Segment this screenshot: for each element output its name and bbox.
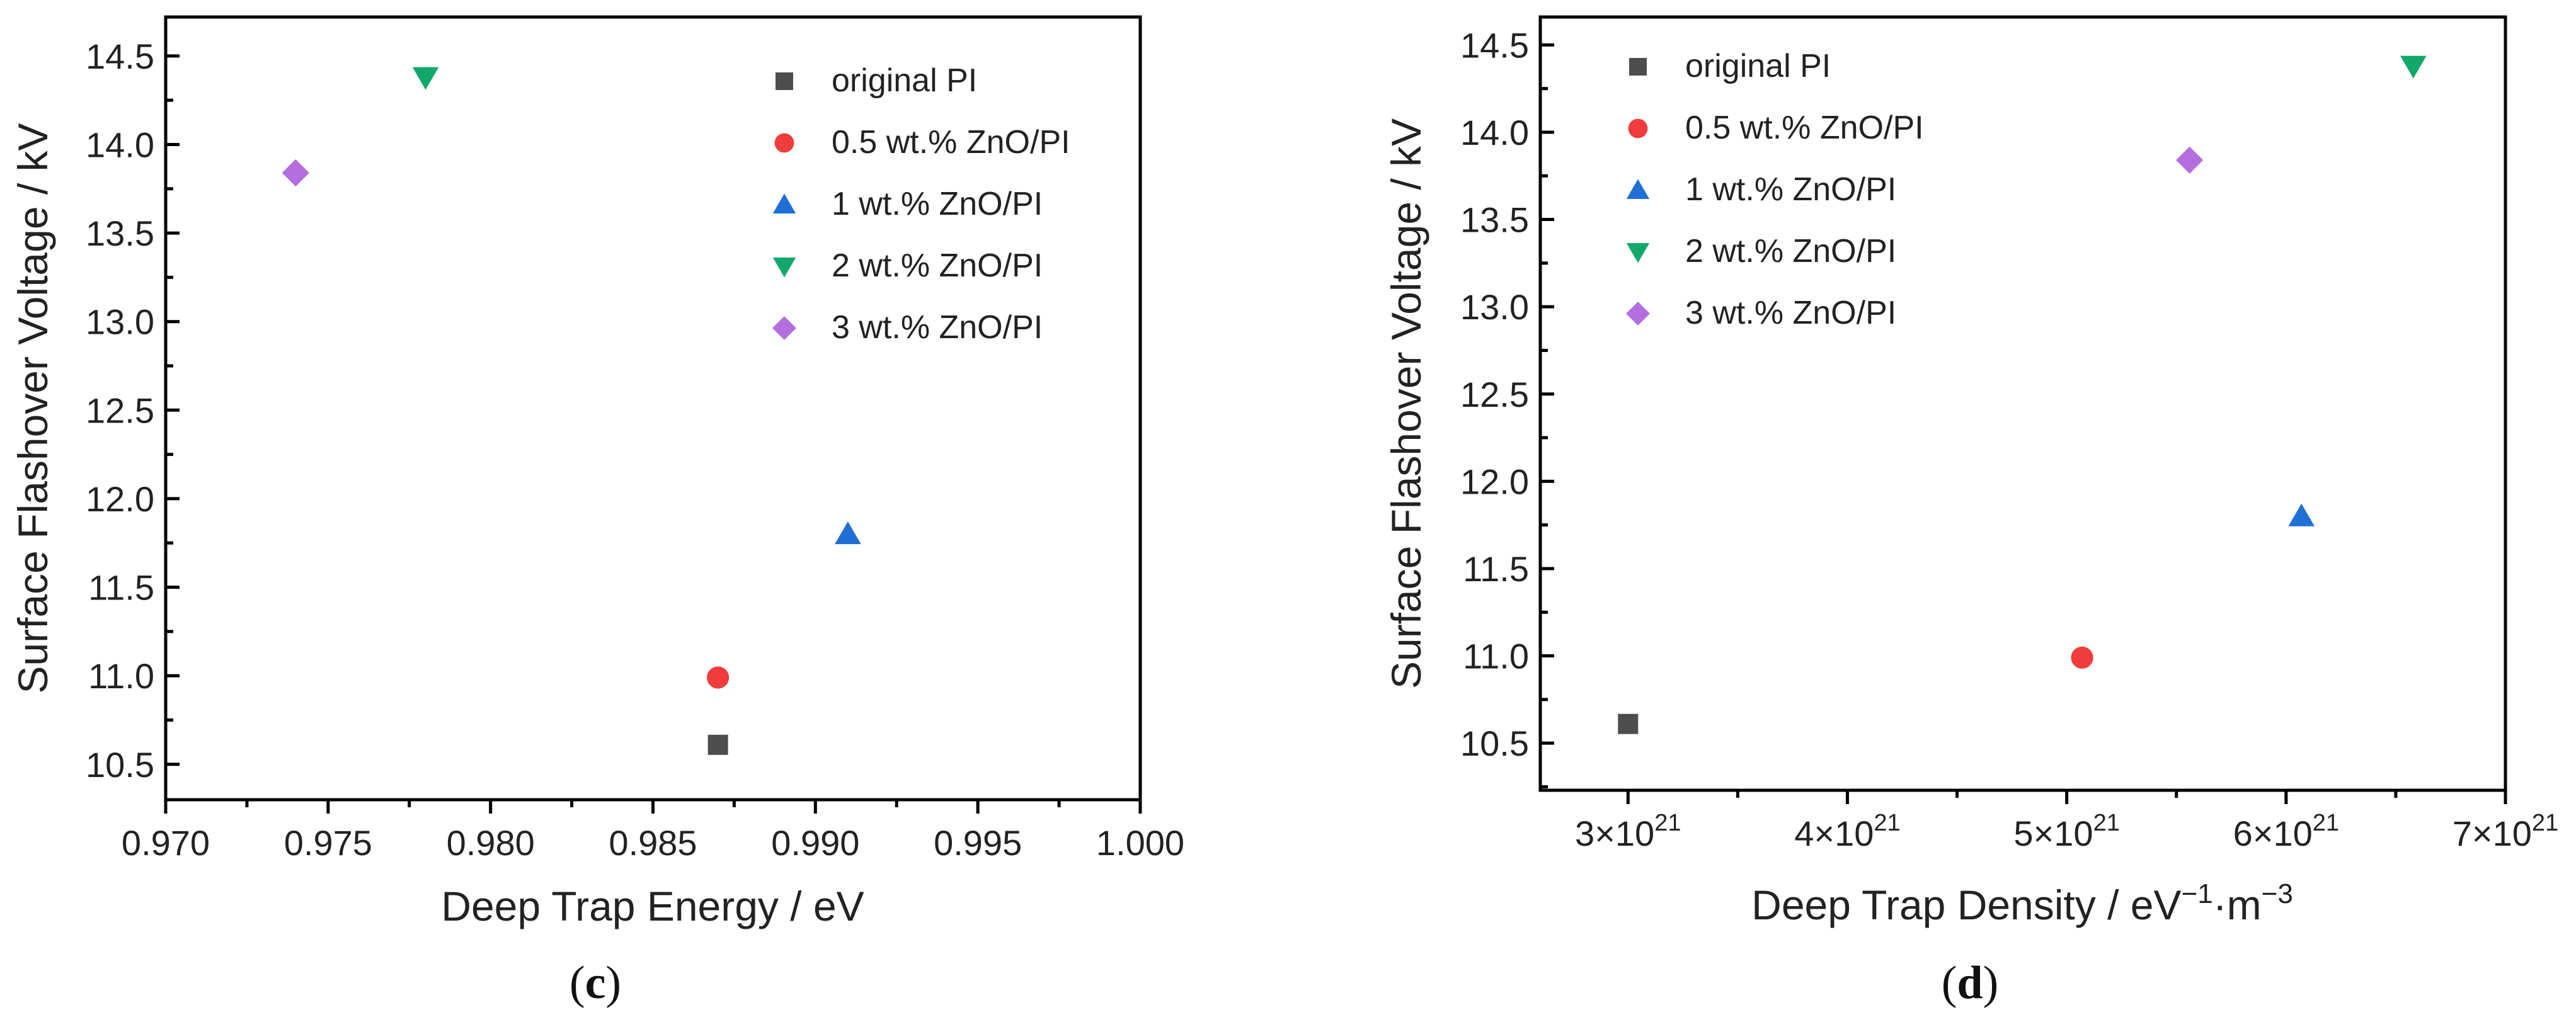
y-tick-label: 11.0 (88, 656, 154, 696)
x-tick-label: 7×1021 (2453, 810, 2558, 853)
y-tick-label: 13.5 (1460, 200, 1529, 240)
data-point (412, 67, 439, 90)
plot-frame (1538, 15, 2507, 792)
data-point (707, 666, 730, 689)
y-tick-label: 13.0 (86, 302, 154, 342)
x-tick-label: 0.995 (934, 823, 1022, 863)
data-point (2176, 146, 2204, 174)
x-tick-label: 0.970 (122, 823, 210, 863)
legend-label: 3 wt.% ZnO/PI (1685, 295, 1896, 331)
y-tick-label: 12.0 (1460, 462, 1529, 501)
legend-marker (772, 316, 796, 340)
y-tick-label: 14.0 (86, 125, 154, 164)
legend-marker (1626, 302, 1650, 326)
legend-marker (772, 258, 796, 278)
data-point (2071, 646, 2093, 669)
x-tick-label: 0.990 (771, 823, 859, 863)
y-tick-label: 12.5 (86, 390, 154, 430)
legend-marker (1626, 179, 1650, 199)
x-tick-exponent: 21 (2093, 810, 2120, 836)
legend-marker (1626, 243, 1650, 263)
data-point (2400, 55, 2427, 79)
data-point (707, 734, 728, 755)
legend-label: 2 wt.% ZnO/PI (832, 247, 1043, 284)
x-tick-exponent: 21 (2532, 810, 2558, 836)
legend-label: 0.5 wt.% ZnO/PI (832, 124, 1070, 161)
legend-marker (772, 193, 796, 213)
legend-marker (1629, 58, 1647, 76)
panel-d-chart: 10.5 11.0 11.5 12.0 12.5 13.0 13.5 14.0 14.5 3×10… (1383, 15, 2558, 928)
legend-marker (1628, 118, 1648, 139)
legend-marker (776, 72, 793, 90)
y-axis-label: Surface Flashover Voltage / kV (1383, 118, 1429, 689)
x-tick-label: 6×1021 (2233, 810, 2339, 853)
x-tick-label: 5×1021 (2013, 810, 2119, 853)
data-point (2288, 503, 2315, 526)
x-axis-label: Deep Trap Energy / eV (441, 883, 864, 929)
legend-label: 0.5 wt.% ZnO/PI (1685, 110, 1924, 146)
x-tick-base: 6×10 (2233, 814, 2313, 853)
y-tick-label: 11.5 (1463, 549, 1529, 589)
y-tick-label: 14.5 (86, 37, 154, 76)
caption-c: (c) (570, 957, 621, 1009)
panel-c-chart: 10.5 11.0 11.5 12.0 12.5 13.0 13.5 14.0 14.5 0.97… (9, 15, 1184, 929)
legend: original PI 0.5 wt.% ZnO/PI 1 wt.% ZnO/PI 2… (1626, 48, 1924, 331)
y-tick-label: 12.5 (1460, 375, 1529, 414)
caption-d: (d) (1942, 957, 1998, 1009)
x-tick-exponent: 21 (2313, 810, 2339, 836)
y-tick-label: 12.0 (86, 479, 154, 519)
legend-label: 2 wt.% ZnO/PI (1685, 233, 1896, 270)
y-tick-label: 11.5 (88, 568, 154, 608)
data-point (835, 521, 861, 545)
x-tick-label: 3×1021 (1575, 810, 1681, 853)
x-axis-label-main: Deep Trap Density / eV (1751, 882, 2181, 928)
x-tick-label: 0.980 (447, 823, 535, 863)
legend-label: original PI (1685, 48, 1831, 84)
data-point (282, 159, 309, 187)
y-tick-label: 13.5 (86, 213, 154, 253)
y-tick-label: 13.0 (1460, 287, 1529, 327)
x-tick-exponent: 21 (1874, 810, 1900, 836)
y-tick-label: 11.0 (1463, 637, 1529, 676)
x-axis-label: Deep Trap Density / eV−1·m−3 (1751, 878, 2293, 928)
x-tick-label: 1.000 (1096, 823, 1184, 863)
legend-label: original PI (832, 62, 977, 99)
y-axis-label: Surface Flashover Voltage / kV (9, 123, 56, 693)
y-tick-label: 10.5 (1460, 724, 1529, 763)
x-tick-label: 4×1021 (1794, 810, 1900, 853)
y-tick-label: 14.0 (1460, 113, 1529, 152)
x-tick-base: 5×10 (2013, 814, 2093, 853)
legend-label: 1 wt.% ZnO/PI (1685, 171, 1896, 208)
y-tick-label: 10.5 (86, 745, 154, 785)
legend-label: 1 wt.% ZnO/PI (832, 186, 1043, 222)
x-axis-label-sup2: −3 (2262, 878, 2293, 909)
y-tick-label: 14.5 (1460, 25, 1529, 65)
x-tick-label: 0.985 (609, 823, 697, 863)
legend-label: 3 wt.% ZnO/PI (832, 309, 1043, 346)
x-tick-label: 0.975 (284, 823, 372, 863)
x-axis-label-sup1: −1 (2182, 878, 2213, 909)
x-axis-label-mid: ·m (2213, 882, 2262, 928)
data-point (1618, 713, 1639, 734)
legend-marker (774, 133, 794, 153)
x-tick-base: 7×10 (2453, 814, 2532, 853)
legend: original PI 0.5 wt.% ZnO/PI 1 wt.% ZnO/PI 2… (772, 62, 1070, 346)
x-tick-base: 3×10 (1575, 814, 1654, 853)
x-tick-base: 4×10 (1794, 814, 1874, 853)
x-tick-exponent: 21 (1654, 810, 1681, 836)
